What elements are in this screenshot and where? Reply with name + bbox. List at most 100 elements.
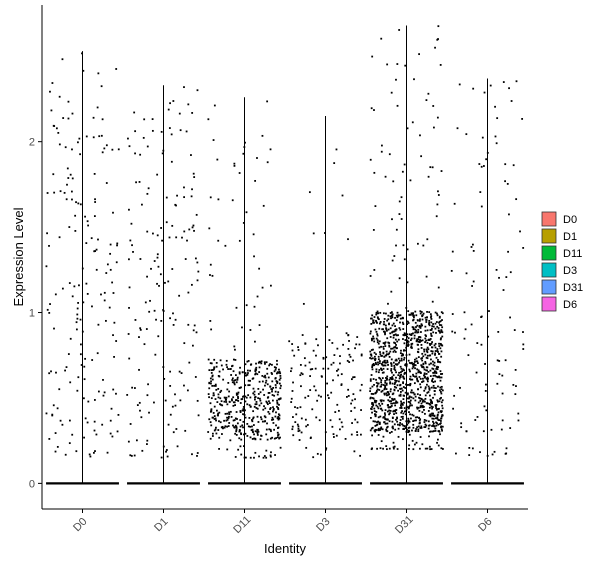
data-point <box>383 392 386 395</box>
data-point <box>433 361 436 364</box>
data-point <box>408 411 410 414</box>
data-point <box>217 387 220 390</box>
data-point <box>372 335 375 338</box>
data-point <box>388 322 390 325</box>
data-point <box>388 412 391 415</box>
data-point <box>369 158 372 161</box>
data-point <box>496 359 499 362</box>
data-point <box>424 412 426 415</box>
data-point <box>188 361 191 364</box>
data-point <box>371 411 373 414</box>
data-point <box>436 417 439 420</box>
data-point <box>386 425 389 428</box>
data-point <box>459 386 461 389</box>
data-point <box>471 447 474 450</box>
data-point <box>247 425 250 428</box>
data-point <box>68 226 71 228</box>
data-point <box>267 411 270 413</box>
data-point <box>404 339 407 341</box>
data-point <box>389 431 391 434</box>
data-point <box>175 236 178 239</box>
data-point <box>377 429 380 432</box>
data-point <box>371 357 374 360</box>
data-point <box>148 411 150 414</box>
data-point <box>257 387 260 390</box>
data-point <box>209 362 212 365</box>
data-point <box>411 378 414 381</box>
data-point <box>397 314 400 317</box>
data-point <box>279 397 282 400</box>
data-point <box>420 343 423 346</box>
data-point <box>75 450 78 453</box>
data-point <box>112 388 115 391</box>
data-point <box>234 417 237 420</box>
data-point <box>359 389 362 392</box>
data-point <box>313 385 316 388</box>
data-point <box>277 391 280 394</box>
data-point <box>379 407 382 410</box>
data-point <box>427 410 430 412</box>
data-point <box>227 381 230 384</box>
data-point <box>269 428 272 431</box>
data-point <box>406 248 409 251</box>
data-point <box>210 372 213 374</box>
data-point <box>270 388 273 390</box>
x-tick-label-d3: D3 <box>314 516 332 534</box>
data-point <box>84 215 86 218</box>
data-point <box>431 402 433 405</box>
data-point <box>407 322 410 324</box>
data-point <box>414 399 417 402</box>
data-point <box>369 416 372 419</box>
data-point <box>399 393 402 396</box>
data-point <box>97 238 99 241</box>
data-point <box>440 350 443 353</box>
data-point <box>383 364 386 367</box>
data-point <box>101 423 104 426</box>
data-point <box>398 200 401 203</box>
data-point <box>450 269 453 272</box>
data-point <box>479 451 481 454</box>
data-point <box>391 402 394 405</box>
data-point <box>243 456 246 459</box>
data-point <box>64 146 67 149</box>
data-point <box>379 404 382 407</box>
data-point <box>127 333 130 335</box>
data-point <box>416 338 418 341</box>
data-point <box>376 316 379 319</box>
data-point <box>260 435 263 437</box>
data-point <box>399 422 402 424</box>
data-point <box>164 399 167 402</box>
data-point <box>79 318 82 321</box>
data-point <box>382 342 385 344</box>
data-point <box>340 421 343 424</box>
data-point <box>211 435 214 437</box>
data-point <box>383 343 386 345</box>
data-point <box>331 425 334 428</box>
data-point <box>431 300 434 303</box>
data-point <box>373 321 375 324</box>
data-point <box>295 413 298 416</box>
data-point <box>168 236 171 239</box>
data-point <box>172 324 175 326</box>
data-point <box>474 419 477 421</box>
data-point <box>260 360 263 363</box>
data-point <box>385 350 388 353</box>
data-point <box>470 246 473 248</box>
data-point <box>247 384 250 387</box>
data-point <box>341 194 344 197</box>
data-point <box>277 418 280 421</box>
data-point <box>412 332 414 335</box>
data-point <box>375 368 378 371</box>
data-point <box>415 357 418 360</box>
data-point <box>360 409 362 411</box>
data-point <box>417 340 420 343</box>
data-point <box>489 84 492 87</box>
data-point <box>391 417 394 419</box>
data-point <box>401 415 404 418</box>
data-point <box>276 393 279 396</box>
data-point <box>440 329 443 332</box>
data-point <box>165 449 168 451</box>
data-point <box>410 391 412 394</box>
data-point <box>224 244 227 247</box>
data-point <box>423 419 426 421</box>
